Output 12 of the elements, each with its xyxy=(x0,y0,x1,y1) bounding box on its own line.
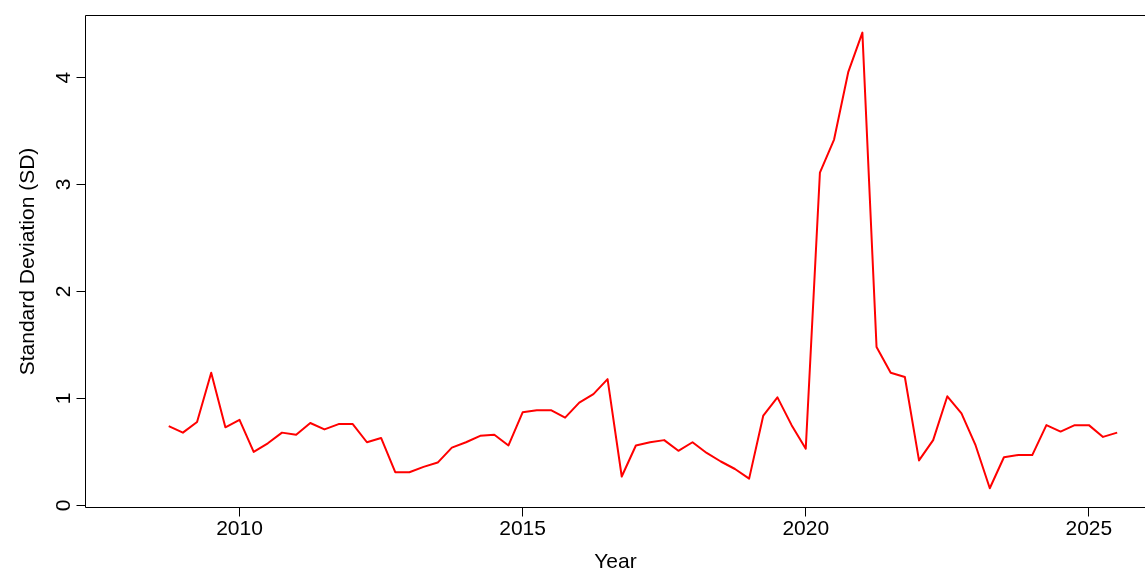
x-tick-label: 2020 xyxy=(782,515,830,539)
y-tick-label: 2 xyxy=(51,285,75,298)
line-series xyxy=(167,31,1119,490)
y-tick-label: 1 xyxy=(51,392,75,405)
x-tick-label: 2015 xyxy=(499,515,546,539)
x-axis-title: Year xyxy=(594,548,637,572)
x-tick-label: 2010 xyxy=(216,515,263,539)
y-axis-title: Standard Deviation (SD) xyxy=(14,147,38,376)
y-tick-label: 0 xyxy=(51,499,75,512)
y-tick-label: 3 xyxy=(51,178,75,191)
x-tick-label: 2025 xyxy=(1065,515,1113,539)
y-tick-label: 4 xyxy=(51,71,75,84)
